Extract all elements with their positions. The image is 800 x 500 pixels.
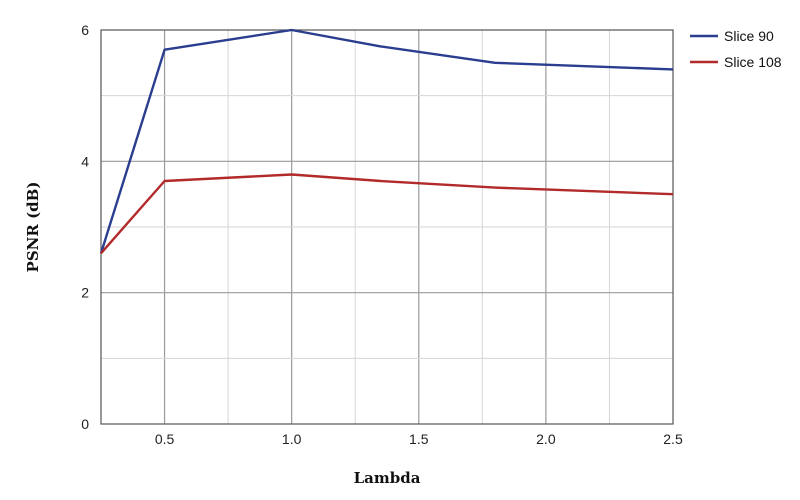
- series-line-slice-108: [100, 173, 674, 255]
- series-lines: [99, 28, 674, 255]
- y-tick-label: 4: [81, 153, 89, 169]
- y-tick-label: 0: [81, 416, 89, 432]
- x-axis-title: Lambda: [354, 469, 421, 487]
- plot-area-border: [100, 29, 674, 425]
- legend: Slice 90 Slice 108: [690, 28, 782, 70]
- x-tick-label: 0.5: [155, 431, 175, 447]
- y-axis-title: PSNR (dB): [24, 182, 42, 273]
- x-tick-label: 1.0: [282, 431, 302, 447]
- x-tick-label: 1.5: [409, 431, 429, 447]
- legend-label-slice-108: Slice 108: [724, 54, 782, 70]
- y-axis-ticks: 0 2 4 6: [81, 22, 89, 432]
- x-tick-label: 2.0: [536, 431, 556, 447]
- x-axis-ticks: 0.5 1.0 1.5 2.0 2.5: [155, 431, 683, 447]
- grid: [101, 30, 673, 424]
- x-tick-label: 2.5: [663, 431, 683, 447]
- series-line-slice-90: [99, 28, 674, 254]
- legend-label-slice-90: Slice 90: [724, 28, 774, 44]
- y-tick-label: 2: [81, 285, 89, 301]
- y-tick-label: 6: [81, 22, 89, 38]
